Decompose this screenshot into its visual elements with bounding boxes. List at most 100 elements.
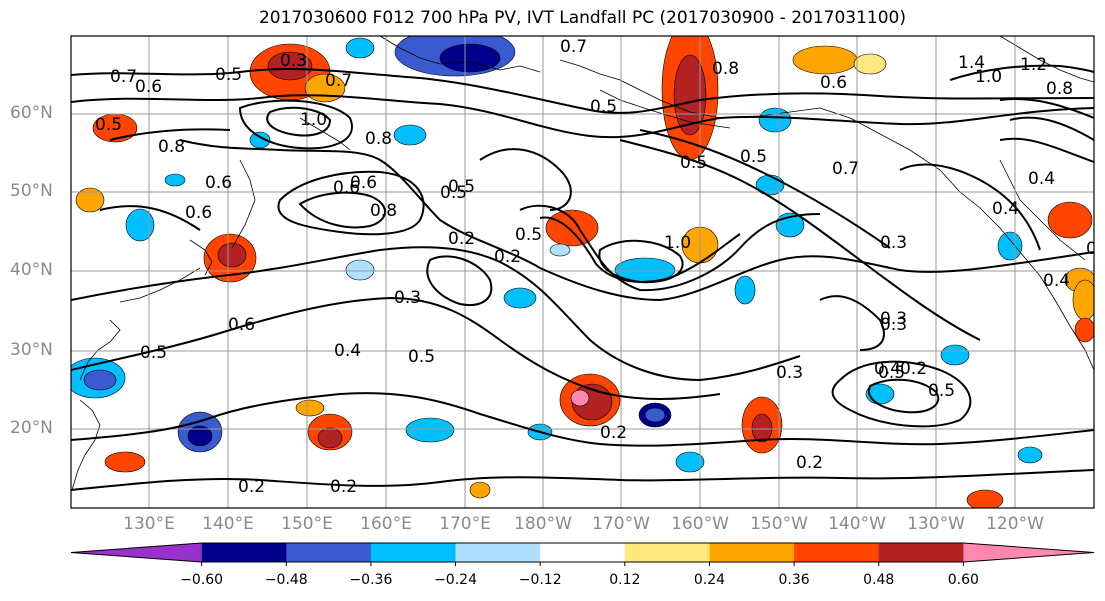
contour-label: 0.6 bbox=[350, 173, 377, 193]
pv-anomaly-shade bbox=[734, 275, 756, 305]
colorbar-segment bbox=[963, 543, 1094, 562]
contour-label: 0.7 bbox=[325, 71, 352, 91]
pv-anomaly-shade bbox=[164, 173, 186, 187]
longitude-label: 140°W bbox=[828, 514, 886, 534]
colorbar-segment bbox=[540, 543, 626, 562]
pv-anomaly-shade bbox=[345, 259, 375, 281]
contour-label: 0.5 bbox=[440, 183, 467, 203]
pv-anomaly-shade bbox=[545, 209, 599, 247]
pv-anomaly-shade bbox=[1017, 446, 1043, 464]
colorbar-tick-label: 0.60 bbox=[947, 572, 979, 588]
contour-label: 0.5 bbox=[95, 115, 122, 135]
contour-label: 0.6 bbox=[333, 178, 360, 198]
pv-anomaly-shade bbox=[249, 131, 271, 149]
contour-label: 0.5 bbox=[590, 97, 617, 117]
pv-anomaly-shade bbox=[295, 399, 325, 417]
map-title: 2017030600 F012 700 hPa PV, IVT Landfall… bbox=[258, 8, 906, 28]
contour-label: 0.4 bbox=[874, 359, 901, 379]
contour-label: 0.5 bbox=[408, 347, 435, 367]
contour-label: 0.4 bbox=[1028, 169, 1055, 189]
pv-anomaly-shade bbox=[317, 427, 343, 449]
pv-anomaly-shade bbox=[570, 389, 590, 407]
pv-shading bbox=[71, 36, 1094, 508]
contour-label: 0.2 bbox=[796, 453, 823, 473]
latitude-label: 60°N bbox=[10, 103, 53, 123]
contour-label: 1.0 bbox=[300, 110, 327, 130]
contour-label: 0.5 bbox=[878, 363, 905, 383]
contour-label: 0.5 bbox=[928, 381, 955, 401]
latitude-label: 50°N bbox=[10, 181, 53, 201]
pv-anomaly-shade bbox=[997, 231, 1023, 261]
contour-label: 0.6 bbox=[820, 73, 847, 93]
pv-anomaly-shade bbox=[675, 451, 705, 473]
contour-label: 1.0 bbox=[975, 67, 1002, 87]
longitude-label: 120°W bbox=[986, 514, 1044, 534]
contour-label: 0.3 bbox=[880, 315, 907, 335]
contour-label: 0.4 bbox=[334, 341, 361, 361]
pv-anomaly-shade bbox=[217, 242, 247, 268]
longitude-label: 140°E bbox=[202, 514, 254, 534]
longitude-label: 150°E bbox=[281, 514, 333, 534]
pv-anomaly-shade bbox=[125, 208, 155, 242]
contour-label: 0.7 bbox=[832, 159, 859, 179]
contour-label: 0.2 bbox=[330, 477, 357, 497]
contour-label: 0.3 bbox=[280, 51, 307, 71]
contour-label: 0.5 bbox=[515, 225, 542, 245]
colorbar-segment bbox=[455, 543, 541, 562]
pv-anomaly-shade bbox=[187, 425, 213, 447]
pv-anomaly-shade bbox=[469, 481, 491, 499]
colorbar-tick-label: 0.24 bbox=[693, 572, 726, 588]
contour-label: 1.2 bbox=[1020, 55, 1047, 75]
contour-label: 0.4 bbox=[1043, 271, 1070, 291]
map-frame bbox=[70, 35, 1095, 509]
contour-label: 0.3 bbox=[1086, 239, 1105, 259]
colorbar-tick-label: 0.12 bbox=[609, 572, 641, 588]
pv-anomaly-shade bbox=[966, 489, 1004, 508]
colorbar-segment bbox=[794, 543, 880, 562]
contour-label: 0.6 bbox=[205, 173, 232, 193]
contour-label: 0.6 bbox=[228, 315, 255, 335]
colorbar-tick-label: 0.36 bbox=[778, 572, 810, 588]
longitude-label: 150°W bbox=[750, 514, 808, 534]
contour-label: 0.6 bbox=[135, 77, 162, 97]
longitude-label: 130°E bbox=[123, 514, 175, 534]
contour-label: 0.6 bbox=[185, 203, 212, 223]
contour-label: 0.5 bbox=[215, 65, 242, 85]
colorbar-segment bbox=[71, 543, 202, 562]
contour-label: 0.5 bbox=[740, 147, 767, 167]
pv-anomaly-shade bbox=[267, 51, 313, 81]
longitude-label: 160°E bbox=[360, 514, 412, 534]
longitude-label: 170°E bbox=[439, 514, 491, 534]
colorbar-segment bbox=[709, 543, 795, 562]
colorbar-segment bbox=[624, 543, 710, 562]
contour-label: 0.8 bbox=[1046, 79, 1073, 99]
contour-label: 0.4 bbox=[992, 199, 1019, 219]
colorbar-tick-label: −0.48 bbox=[264, 572, 308, 588]
colorbar-segment bbox=[878, 543, 964, 562]
longitude-label: 130°W bbox=[907, 514, 965, 534]
contour-label: 0.8 bbox=[370, 201, 397, 221]
contour-label: 0.3 bbox=[880, 309, 907, 329]
colorbar-tick-label: −0.60 bbox=[180, 572, 224, 588]
pv-anomaly-shade bbox=[83, 369, 117, 391]
pv-anomaly-shade bbox=[75, 187, 105, 213]
contour-label: 0.8 bbox=[712, 59, 739, 79]
contour-label: 0.7 bbox=[560, 37, 587, 57]
contour-label: 0.5 bbox=[448, 177, 475, 197]
contour-label: 0.8 bbox=[158, 137, 185, 157]
colorbar-segment bbox=[370, 543, 457, 562]
pv-anomaly-shade bbox=[393, 124, 427, 146]
colorbar-tick-label: −0.36 bbox=[349, 572, 393, 588]
contour-label: 0.7 bbox=[110, 67, 137, 87]
graticule bbox=[71, 36, 1094, 508]
longitude-label: 160°W bbox=[671, 514, 729, 534]
latitude-label: 30°N bbox=[10, 340, 53, 360]
pv-anomaly-shade bbox=[1074, 317, 1094, 343]
colorbar-tick-label: 0.48 bbox=[863, 572, 895, 588]
colorbar-segment bbox=[201, 543, 287, 562]
pv-anomaly-shade bbox=[503, 287, 537, 309]
longitude-label: 170°W bbox=[592, 514, 650, 534]
pv-anomaly-shade bbox=[405, 417, 455, 443]
contour-label: 0.2 bbox=[494, 247, 521, 267]
